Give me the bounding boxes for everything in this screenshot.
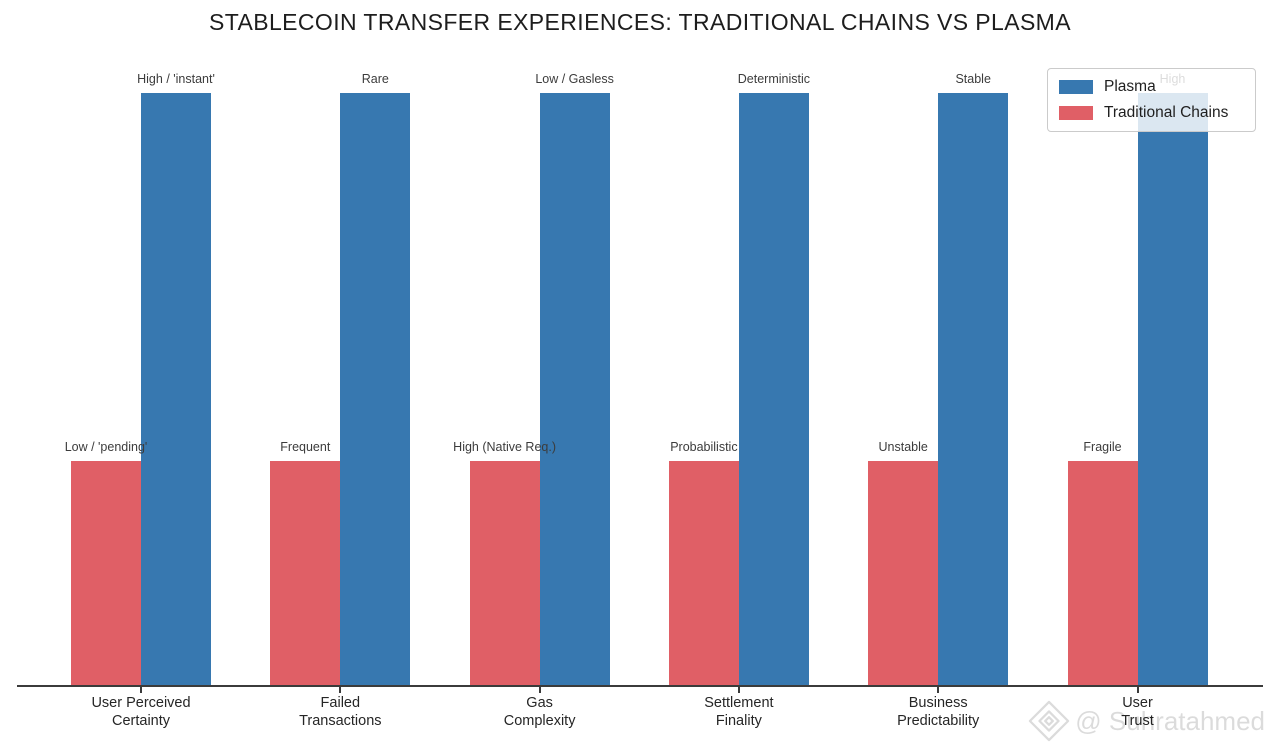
chart-title: STABLECOIN TRANSFER EXPERIENCES: TRADITI…	[209, 9, 1071, 35]
category-label: Gas Complexity	[503, 695, 576, 729]
bar-traditional-chains	[469, 461, 540, 687]
bar-plasma	[539, 93, 610, 687]
bar-plasma	[340, 93, 411, 687]
bar-value-label: Probabilistic	[670, 440, 738, 454]
legend-item: Plasma	[1059, 78, 1244, 96]
axis-tick	[937, 687, 940, 693]
bar-traditional-chains	[668, 461, 739, 687]
legend-item-label: Traditional Chains	[1104, 104, 1229, 121]
bar-traditional-chains	[868, 461, 939, 687]
bar-traditional-chains	[1067, 461, 1138, 687]
watermark: @ Suhratahmed	[1028, 700, 1265, 742]
legend-item-label: Plasma	[1104, 78, 1156, 95]
bar-value-label: Unstable	[878, 440, 928, 454]
axis-tick	[1136, 687, 1139, 693]
axis-tick	[140, 687, 142, 693]
bar-value-label: High (Native Req.)	[453, 440, 557, 454]
legend-item: Traditional Chains	[1059, 104, 1244, 122]
bar-plasma	[1137, 93, 1208, 687]
gem-diamond-icon	[1029, 700, 1070, 742]
legend: Plasma Traditional Chains	[1047, 68, 1256, 132]
bar-value-label: High / 'instant'	[137, 72, 215, 86]
bar-traditional-chains	[270, 461, 341, 687]
axis-tick	[538, 687, 541, 693]
category-label: User Perceived Certainty	[91, 695, 191, 729]
bar-value-label: Fragile	[1083, 440, 1122, 454]
bar-traditional-chains	[71, 461, 141, 687]
bar-value-label: Stable	[955, 72, 991, 86]
bar-value-label: Rare	[361, 72, 389, 86]
x-axis-line	[17, 685, 1263, 687]
bar-plasma	[938, 93, 1009, 687]
category-label: Business Predictability	[897, 695, 980, 729]
bar-value-label: Low / 'pending'	[64, 440, 148, 454]
category-label: Failed Transactions	[299, 695, 382, 729]
bar-value-label: Low / Gasless	[535, 72, 614, 86]
bar-value-label: Frequent	[280, 440, 331, 454]
bar-plasma	[738, 93, 809, 687]
bar-value-label: Deterministic	[737, 72, 811, 86]
axis-tick	[339, 687, 342, 693]
category-label: Settlement Finality	[704, 695, 774, 729]
category-label: User Trust	[1121, 695, 1154, 729]
watermark-text: @ Suhratahmed	[1075, 705, 1265, 736]
bar-plasma	[141, 93, 211, 687]
legend-swatch	[1059, 106, 1093, 120]
axis-tick	[737, 687, 740, 693]
legend-swatch	[1059, 80, 1093, 94]
